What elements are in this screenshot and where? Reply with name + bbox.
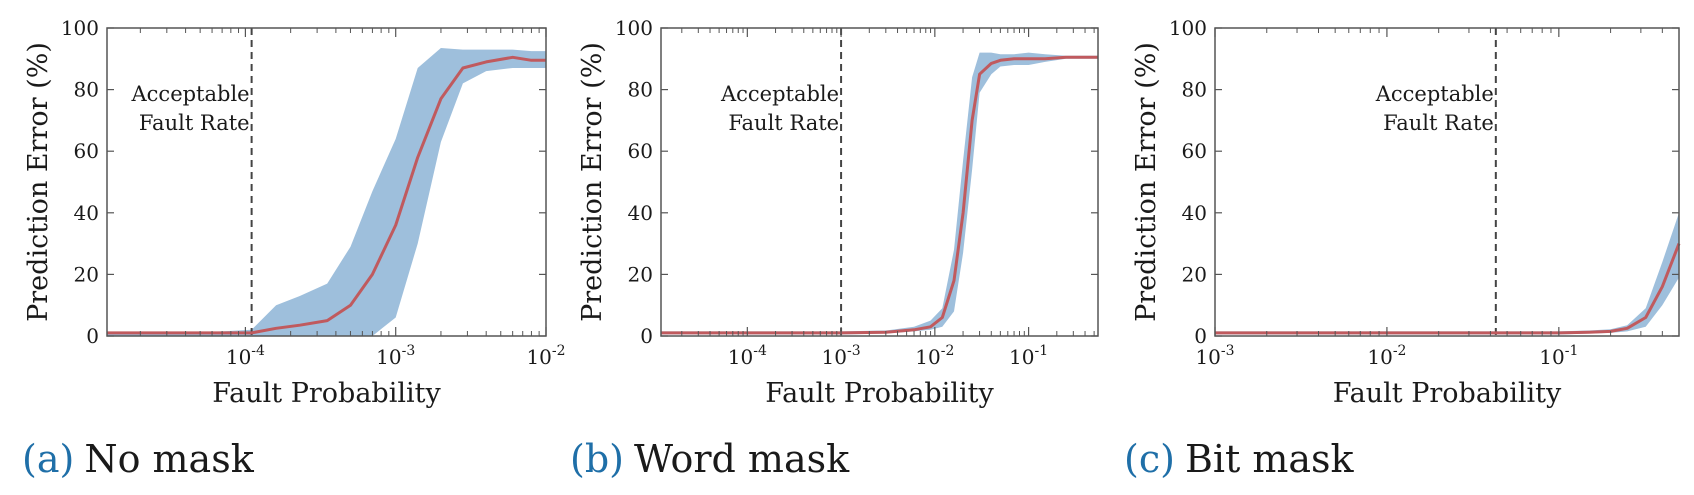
caption-b: (b) Word mask: [570, 437, 850, 481]
x-axis-label: Fault Probability: [765, 378, 994, 409]
caption-a: (a) No mask: [22, 437, 255, 481]
acceptable-fault-rate-annotation: Acceptable: [1375, 82, 1494, 106]
acceptable-fault-rate-annotation: Acceptable: [720, 82, 839, 106]
caption-text: Word mask: [634, 437, 850, 481]
x-axis-label: Fault Probability: [1333, 378, 1562, 409]
y-tick-label: 20: [1182, 262, 1207, 286]
caption-letter: (c): [1124, 437, 1175, 481]
x-axis-label: Fault Probability: [212, 378, 441, 409]
y-tick-label: 40: [1182, 201, 1207, 225]
confidence-band: [1215, 212, 1679, 335]
y-tick-label: 100: [1169, 16, 1207, 40]
panel-no-mask: 0 20 40 60 80 100 10-4 10-3 10-2 Fault Probabilit…: [22, 16, 566, 481]
plot-frame: [660, 27, 1099, 337]
caption-text: Bit mask: [1185, 437, 1355, 481]
acceptable-fault-rate-annotation: Acceptable: [131, 82, 250, 106]
acceptable-fault-rate-annotation: Fault Rate: [728, 111, 839, 135]
y-tick-label: 40: [628, 201, 653, 225]
y-tick-label: 40: [74, 201, 99, 225]
acceptable-fault-rate-annotation: Fault Rate: [139, 111, 250, 135]
panel-word-mask: 0 20 40 60 80 100 10-4 10-3 10-2 10-1 Fault Probab…: [570, 16, 1099, 481]
mean-error-line: [1215, 243, 1681, 335]
x-tick-label: 10-2: [526, 343, 565, 369]
y-axis-label: Prediction Error (%): [23, 42, 54, 322]
plot-frame: [106, 27, 547, 337]
caption-c: (c) Bit mask: [1124, 437, 1355, 481]
x-tick-label: 10-4: [226, 343, 265, 369]
panel-bit-mask: 0 20 40 60 80 100 10-3 10-2 10-1 Fault Probabilit…: [1124, 16, 1681, 481]
caption-letter: (b): [570, 437, 624, 481]
y-tick-label: 0: [640, 324, 653, 348]
y-tick-label: 60: [74, 139, 99, 163]
y-tick-label: 80: [74, 78, 99, 102]
y-tick-label: 80: [1182, 78, 1207, 102]
y-tick-label: 60: [628, 139, 653, 163]
x-tick-label: 10-1: [1539, 343, 1578, 369]
x-tick-label: 10-1: [1009, 343, 1048, 369]
y-tick-label: 100: [615, 16, 653, 40]
y-axis-label: Prediction Error (%): [577, 42, 608, 322]
acceptable-fault-rate-annotation: Fault Rate: [1383, 111, 1494, 135]
y-tick-label: 0: [1194, 324, 1207, 348]
x-tick-label: 10-3: [376, 343, 415, 369]
y-tick-label: 80: [628, 78, 653, 102]
caption-letter: (a): [22, 437, 74, 481]
x-tick-label: 10-3: [1195, 343, 1234, 369]
mean-error-line: [661, 55, 1098, 335]
caption-text: No mask: [84, 437, 254, 481]
x-tick-label: 10-3: [822, 343, 861, 369]
x-tick-label: 10-2: [915, 343, 954, 369]
y-tick-label: 100: [61, 16, 99, 40]
y-axis-label: Prediction Error (%): [1131, 42, 1162, 322]
y-tick-label: 60: [1182, 139, 1207, 163]
y-tick-label: 20: [74, 262, 99, 286]
y-tick-label: 0: [86, 324, 99, 348]
x-tick-label: 10-2: [1367, 343, 1406, 369]
confidence-band: [107, 48, 546, 336]
plot-frame: [1214, 27, 1680, 337]
x-tick-label: 10-4: [728, 343, 767, 369]
mean-error-line: [107, 55, 546, 335]
y-tick-label: 20: [628, 262, 653, 286]
